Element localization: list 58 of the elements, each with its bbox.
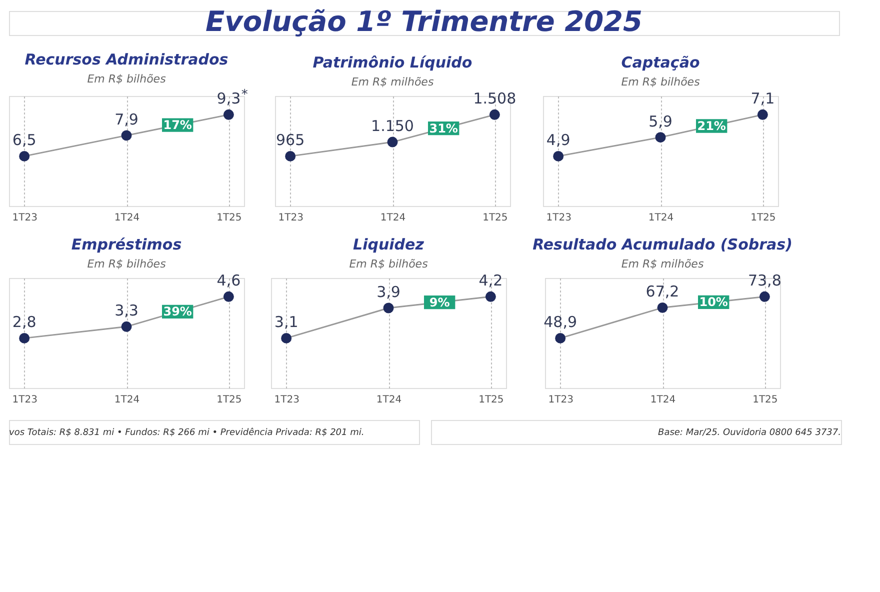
annotation: * — [241, 88, 248, 103]
text: vos Totais: R$ 8.831 mi • Fundos: R$ 266 mi • Previdência Privada: R$ 201 mi. — [9, 427, 364, 438]
data-label: 2,8 — [12, 313, 36, 332]
data-label: 73,8 — [748, 272, 782, 290]
x-tick-label: 1T23 — [274, 394, 300, 406]
data-label: 1.508 — [473, 90, 516, 108]
x-tick-label: 1T23 — [548, 394, 574, 406]
x-tick-label: 1T25 — [750, 212, 776, 224]
x-tick-label: 1T24 — [114, 212, 140, 224]
x-tick-label: 1T24 — [650, 394, 676, 406]
x-tick-label: 1T25 — [478, 394, 504, 406]
chart-title: Empréstimos — [71, 236, 182, 254]
data-label: 9,3 — [216, 90, 241, 108]
x-tick-label: 1T24 — [380, 212, 406, 224]
data-label: 7,1 — [750, 90, 775, 108]
annotation: 17% — [163, 118, 192, 132]
chart-title: Captação — [621, 54, 700, 72]
chart-title: Patrimônio Líquido — [312, 54, 472, 72]
annotation: 21% — [697, 119, 726, 133]
data-label: 6,5 — [12, 131, 36, 150]
data-label: 4,2 — [478, 272, 503, 290]
data-label: 5,9 — [648, 112, 672, 130]
x-tick-label: 1T25 — [482, 212, 508, 224]
chart-title: Recursos Administrados — [24, 50, 228, 69]
x-tick-label: 1T24 — [376, 394, 402, 406]
data-label: 3,9 — [376, 283, 400, 301]
x-tick-label: 1T25 — [216, 394, 242, 406]
data-label: 67,2 — [646, 282, 680, 301]
chart-subtitle: Em R$ bilhões — [349, 258, 428, 271]
chart-subtitle: Em R$ bilhões — [621, 76, 700, 89]
annotation: 9% — [429, 295, 450, 310]
data-label: 4,6 — [216, 272, 241, 290]
x-tick-label: 1T23 — [278, 212, 304, 224]
annotation: 10% — [699, 295, 728, 310]
x-tick-label: 1T24 — [648, 212, 674, 224]
data-label: 3,3 — [114, 302, 138, 320]
x-tick-label: 1T25 — [752, 394, 778, 406]
x-tick-label: 1T25 — [216, 212, 242, 224]
data-label: 3,1 — [274, 313, 298, 332]
chart-title: Resultado Acumulado (Sobras) — [532, 236, 792, 254]
data-label: 4,9 — [546, 131, 570, 150]
chart-subtitle: Em R$ milhões — [621, 258, 704, 271]
text: Evolução 1º Trimentre 2025 — [205, 5, 643, 38]
data-label: 1.150 — [371, 117, 414, 136]
x-tick-label: 1T23 — [12, 394, 38, 406]
chart-subtitle: Em R$ bilhões — [87, 258, 166, 271]
chart-title: Liquidez — [353, 236, 424, 254]
annotation: 39% — [163, 304, 192, 319]
chart-subtitle: Em R$ bilhões — [87, 72, 166, 86]
data-label: 965 — [276, 131, 305, 150]
data-label: 48,9 — [544, 313, 578, 332]
x-tick-label: 1T23 — [546, 212, 572, 224]
x-tick-label: 1T24 — [114, 394, 140, 406]
chart-subtitle: Em R$ milhões — [351, 76, 434, 89]
text: Base: Mar/25. Ouvidoria 0800 645 3737. — [658, 428, 841, 438]
x-tick-label: 1T23 — [12, 212, 38, 224]
annotation: 31% — [429, 121, 458, 136]
data-label: 7,9 — [114, 110, 138, 128]
